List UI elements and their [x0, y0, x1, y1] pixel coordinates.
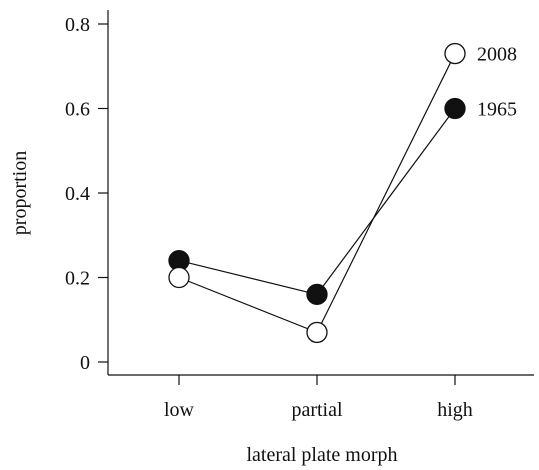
y-tick-label: 0.2: [65, 268, 90, 290]
x-tick-label: low: [164, 399, 195, 421]
y-tick-label: 0.8: [65, 14, 90, 36]
data-point-2008: [168, 266, 190, 289]
series-labels: 1965 2008: [477, 44, 517, 121]
series-label-1965: 1965: [477, 99, 517, 121]
y-tick-label: 0.4: [65, 183, 90, 205]
data-point-1965: [444, 97, 466, 120]
axes: [107, 10, 534, 376]
x-axis-title: lateral plate morph: [246, 444, 397, 466]
series-label-2008: 2008: [477, 44, 517, 66]
data-point-2008: [444, 42, 466, 65]
data-point-2008: [306, 321, 328, 344]
y-tick-label: 0.6: [65, 99, 90, 121]
x-ticks: low partial high: [164, 375, 473, 421]
series-points: [168, 42, 466, 344]
y-axis-title: proportion: [9, 151, 31, 235]
y-tick-label: 0: [80, 352, 90, 374]
data-point-1965: [306, 283, 328, 306]
x-tick-label: partial: [291, 399, 343, 421]
x-tick-label: high: [437, 399, 473, 421]
y-ticks: 0 0.2 0.4 0.6 0.8: [65, 14, 108, 374]
